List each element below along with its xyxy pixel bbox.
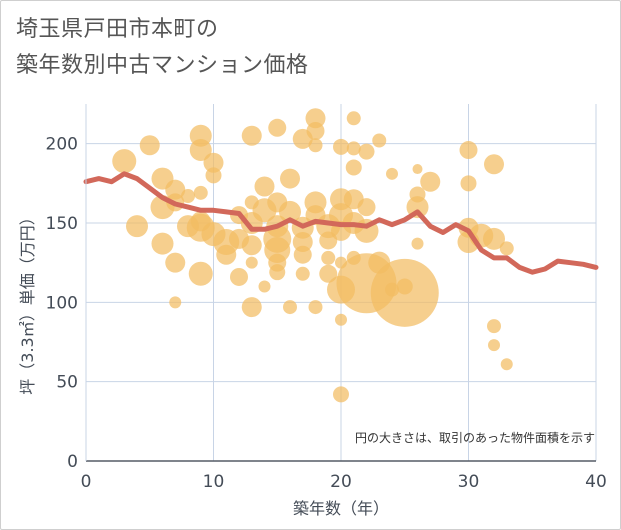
bubble-point [321,250,336,265]
trend-line-group [83,171,599,275]
bubble-point [189,139,212,162]
bubble-point [283,300,297,315]
bubble-point [241,235,262,256]
y-tick-label: 200 [46,135,78,155]
y-tick-label: 100 [46,293,78,313]
x-axis-label: 築年数（年） [293,499,389,518]
bubble-point [357,198,376,217]
bubble-point [188,261,213,286]
bubble-point [181,189,195,204]
bubble-point [268,118,287,137]
bubble-point [308,138,323,153]
bubble-point [358,143,375,160]
bubble-point [126,215,148,238]
y-tick-label: 50 [56,373,78,393]
bubble-point [319,264,338,283]
bubble-point [420,171,441,192]
bubble-point [151,232,174,255]
bubble-point [193,185,208,200]
bubble-point [459,141,478,160]
bubble-point [258,280,271,293]
x-tick-label: 10 [203,472,225,492]
bubble-point [372,133,387,148]
trend-line [83,171,599,275]
bubble-series [112,108,514,403]
bubble-point [335,313,347,326]
x-tick-label: 0 [81,472,92,492]
bubble-point [254,176,275,197]
bubble-point [169,296,182,309]
bubble-point [295,266,310,281]
chart-title-line-1: 埼玉県戸田市本町の [16,17,219,42]
bubble-point [484,154,504,175]
bubble-point [203,152,224,173]
bubble-point [487,319,501,334]
bubble-point [165,252,186,273]
size-note: 円の大きさは、取引のあった物件面積を示す [355,430,595,445]
bubble-point [245,256,258,269]
y-tick-label: 0 [67,452,78,472]
bubble-point [333,138,349,155]
chart-title: 埼玉県戸田市本町の 築年数別中古マンション価格 [16,12,309,84]
chart-title-line-2: 築年数別中古マンション価格 [16,53,309,78]
bubble-point [483,227,505,250]
bubble-point [293,245,312,264]
bubble-point [500,358,513,371]
bubble-point [216,244,237,265]
bubble-point [165,179,186,200]
bubble-point [346,141,361,156]
bubble-point [205,167,222,184]
bubble-point [241,297,262,318]
bubble-point [280,168,300,189]
bubble-point [499,241,514,256]
bubble-point [411,237,424,250]
axes: 0 10 20 30 40 0 50 100 150 200 [46,104,607,492]
bubble-point [346,111,361,126]
bubble-point [305,108,326,129]
bubble-point [333,386,349,403]
y-tick-label: 150 [46,214,78,234]
bubble-point [279,200,301,223]
x-tick-label: 40 [585,472,607,492]
bubble-point [241,125,262,146]
x-tick-label: 30 [458,472,480,492]
bubble-point [308,300,323,315]
bubble-point [230,267,248,286]
bubble-point [488,339,500,352]
bubble-point [139,135,160,156]
bubble-point [345,159,362,176]
bubble-point [269,264,286,281]
bubble-point [396,278,413,295]
bubble-point [306,121,325,140]
bubble-point [386,167,398,180]
bubble-point [460,175,477,192]
bubble-point [292,232,313,253]
x-tick-label: 20 [330,472,352,492]
bubble-point [112,149,137,174]
bubble-point [412,164,423,175]
y-axis-label: 坪（3.3㎡）単価（万円） [18,209,37,394]
